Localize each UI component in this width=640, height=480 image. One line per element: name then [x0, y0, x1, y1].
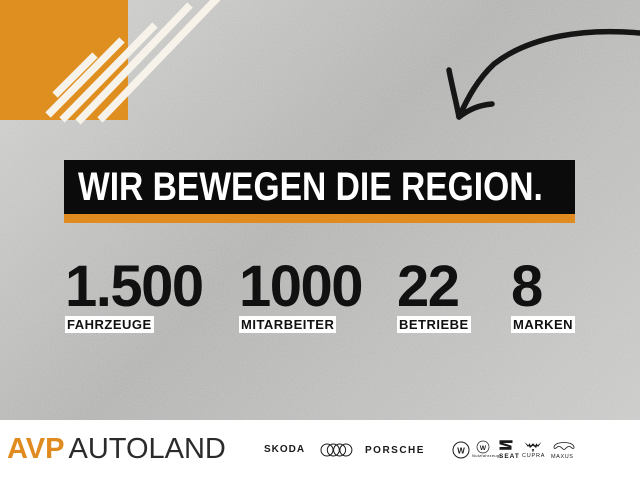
svg-text:W: W: [457, 446, 465, 455]
svg-text:W: W: [480, 445, 487, 452]
